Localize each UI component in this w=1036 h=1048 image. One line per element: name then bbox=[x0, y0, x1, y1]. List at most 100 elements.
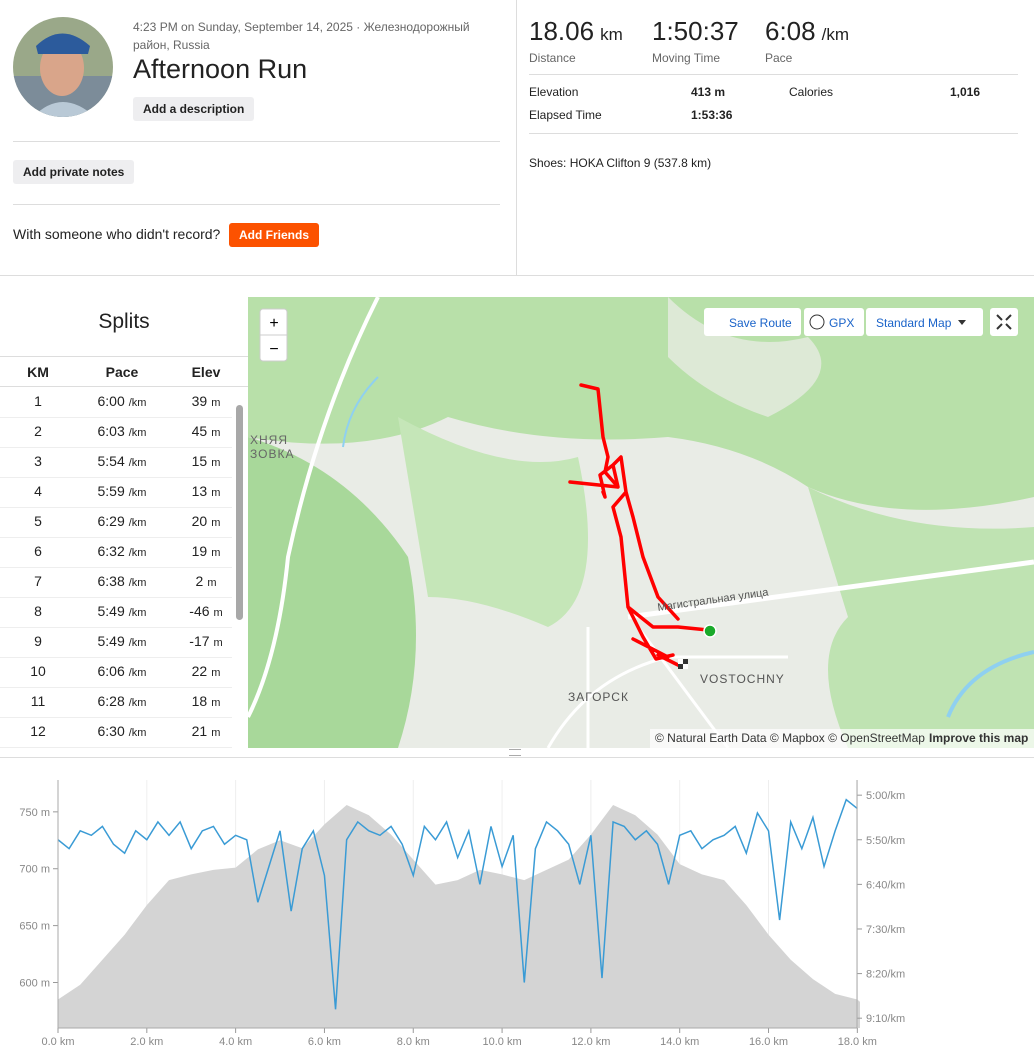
x-tick-label: 14.0 km bbox=[660, 1036, 699, 1048]
stat-number: 6:08 bbox=[765, 16, 816, 46]
activity-title: Afternoon Run bbox=[133, 54, 308, 84]
zoom-out-button[interactable]: − bbox=[269, 341, 278, 358]
stat-label: Calories bbox=[789, 85, 834, 99]
stat-label: Elapsed Time bbox=[529, 108, 602, 122]
row-divider bbox=[0, 717, 232, 718]
stat-value: 1,016 bbox=[950, 85, 981, 99]
y2-tick-label: 8:20/km bbox=[866, 969, 905, 981]
split-elev: 20 m bbox=[156, 513, 256, 529]
save-route-button[interactable]: Save Route bbox=[729, 316, 792, 330]
scrollbar[interactable] bbox=[236, 405, 243, 620]
elev-value: 20 bbox=[191, 513, 208, 529]
x-tick-label: 8.0 km bbox=[397, 1036, 430, 1048]
pace-unit: /km bbox=[128, 457, 147, 469]
elev-unit: m bbox=[211, 517, 221, 529]
stat-value: 18.06 km bbox=[529, 16, 623, 47]
elev-value: -46 bbox=[189, 603, 210, 619]
pace-value: 5:49 bbox=[97, 633, 125, 649]
pace-unit: /km bbox=[128, 607, 147, 619]
pace-value: 6:00 bbox=[97, 393, 125, 409]
map-label: ЗАГОРСК bbox=[568, 690, 629, 704]
elev-unit: m bbox=[211, 457, 221, 469]
elev-value: 39 bbox=[191, 393, 208, 409]
stat-number: 18.06 bbox=[529, 16, 595, 46]
pace-unit: /km bbox=[128, 697, 147, 709]
pace-unit: /km bbox=[128, 427, 147, 439]
divider bbox=[13, 141, 500, 142]
pace-unit: /km bbox=[128, 487, 147, 499]
pace-value: 6:32 bbox=[97, 543, 125, 559]
pace-value: 6:29 bbox=[97, 513, 125, 529]
elev-unit: m bbox=[211, 697, 221, 709]
improve-map-link[interactable]: Improve this map bbox=[929, 731, 1028, 745]
map-label: VOSTOCHNY bbox=[700, 672, 785, 686]
x-tick-label: 4.0 km bbox=[219, 1036, 252, 1048]
row-divider bbox=[0, 687, 232, 688]
split-km: 4 bbox=[34, 483, 42, 499]
row-divider bbox=[0, 657, 232, 658]
gpx-button[interactable]: GPX bbox=[829, 316, 854, 330]
split-elev: 19 m bbox=[156, 543, 256, 559]
split-elev: -17 m bbox=[156, 633, 256, 649]
split-pace: 6:30/km bbox=[72, 723, 172, 739]
add-description-button[interactable]: Add a description bbox=[133, 97, 255, 121]
split-km: 12 bbox=[30, 723, 46, 739]
split-pace: 6:29/km bbox=[72, 513, 172, 529]
map-label: ЗОВКА bbox=[250, 447, 294, 461]
row-divider bbox=[0, 747, 232, 748]
split-elev: 15 m bbox=[156, 453, 256, 469]
pace-line bbox=[57, 798, 858, 1010]
map-label: ХНЯЯ bbox=[250, 433, 288, 447]
divider bbox=[0, 275, 1034, 276]
pace-value: 6:28 bbox=[97, 693, 125, 709]
split-pace: 6:32/km bbox=[72, 543, 172, 559]
row-divider bbox=[0, 477, 232, 478]
split-pace: 6:06/km bbox=[72, 663, 172, 679]
pace-value: 6:06 bbox=[97, 663, 125, 679]
pace-unit: /km bbox=[128, 667, 147, 679]
column-header: Pace bbox=[105, 364, 139, 380]
split-elev: 13 m bbox=[156, 483, 256, 499]
column-header: Elev bbox=[191, 364, 221, 380]
elev-value: 13 bbox=[191, 483, 208, 499]
elev-value: 15 bbox=[191, 453, 208, 469]
pace-unit: /km bbox=[128, 727, 147, 739]
map-style-select[interactable]: Standard Map bbox=[876, 316, 952, 330]
stat-value: 1:53:36 bbox=[691, 108, 733, 122]
split-pace: 5:49/km bbox=[72, 633, 172, 649]
elev-value: 21 bbox=[191, 723, 208, 739]
column-header: KM bbox=[27, 364, 49, 380]
split-km: 3 bbox=[34, 453, 42, 469]
add-private-notes-button[interactable]: Add private notes bbox=[13, 160, 135, 184]
pace-value: 6:03 bbox=[97, 423, 125, 439]
add-friends-button[interactable]: Add Friends bbox=[229, 223, 320, 247]
x-tick-label: 0.0 km bbox=[41, 1036, 74, 1048]
elev-value: 19 bbox=[191, 543, 208, 559]
split-elev: -46 m bbox=[156, 603, 256, 619]
avatar[interactable] bbox=[12, 16, 114, 118]
elev-value: 2 bbox=[195, 573, 204, 589]
elevation-area bbox=[58, 805, 860, 1028]
elev-unit: m bbox=[211, 427, 221, 439]
row-divider bbox=[0, 567, 232, 568]
x-tick-label: 16.0 km bbox=[749, 1036, 788, 1048]
chart: 0.0 km 2.0 km 4.0 km 6.0 km 8.0 km 10.0 km 12.… bbox=[19, 780, 905, 1048]
splits-panel: Splits KM Pace Elev 1 6:00/km 39 m 2 6:03/km 45 m 3… bbox=[0, 297, 248, 748]
divider bbox=[0, 356, 248, 357]
y-tick-label: 700 m bbox=[19, 864, 50, 876]
zoom-in-button[interactable]: + bbox=[269, 315, 278, 332]
row-divider bbox=[0, 597, 232, 598]
split-pace: 5:59/km bbox=[72, 483, 172, 499]
elev-unit: m bbox=[211, 727, 221, 739]
split-pace: 6:00/km bbox=[72, 393, 172, 409]
pace-value: 5:59 bbox=[97, 483, 125, 499]
split-elev: 21 m bbox=[156, 723, 256, 739]
map[interactable]: + − Save Route GPX Standard Map ХНЯЯ ЗОВ… bbox=[248, 297, 1034, 748]
y2-tick-label: 9:10/km bbox=[866, 1013, 905, 1025]
shoes: Shoes: HOKA Clifton 9 (537.8 km) bbox=[529, 156, 712, 170]
y2-tick-label: 5:00/km bbox=[866, 790, 905, 802]
elev-value: 22 bbox=[191, 663, 208, 679]
resize-handle[interactable] bbox=[509, 749, 521, 756]
row-divider bbox=[0, 507, 232, 508]
